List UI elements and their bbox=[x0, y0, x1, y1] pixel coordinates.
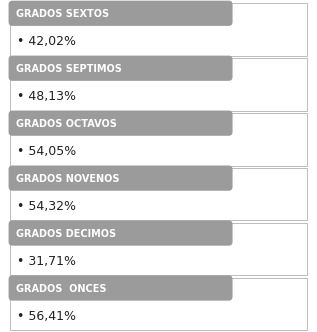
Bar bbox=[10, 58, 307, 111]
Bar bbox=[10, 168, 307, 220]
FancyBboxPatch shape bbox=[9, 1, 233, 26]
Text: • 31,71%: • 31,71% bbox=[17, 255, 76, 268]
Text: GRADOS SEPTIMOS: GRADOS SEPTIMOS bbox=[16, 64, 122, 74]
Text: • 54,05%: • 54,05% bbox=[17, 145, 77, 158]
FancyBboxPatch shape bbox=[9, 220, 233, 246]
Text: • 56,41%: • 56,41% bbox=[17, 310, 76, 323]
Bar bbox=[10, 223, 307, 276]
Text: GRADOS NOVENOS: GRADOS NOVENOS bbox=[16, 174, 120, 184]
Text: • 54,32%: • 54,32% bbox=[17, 200, 76, 213]
Text: GRADOS DECIMOS: GRADOS DECIMOS bbox=[16, 228, 117, 239]
Text: GRADOS  ONCES: GRADOS ONCES bbox=[16, 284, 107, 293]
FancyBboxPatch shape bbox=[9, 276, 233, 301]
FancyBboxPatch shape bbox=[9, 166, 233, 191]
Text: GRADOS OCTAVOS: GRADOS OCTAVOS bbox=[16, 119, 117, 129]
FancyBboxPatch shape bbox=[9, 111, 233, 136]
Bar bbox=[10, 278, 307, 330]
Bar bbox=[10, 3, 307, 55]
Bar bbox=[10, 113, 307, 165]
Text: • 48,13%: • 48,13% bbox=[17, 90, 76, 103]
Text: • 42,02%: • 42,02% bbox=[17, 35, 76, 48]
FancyBboxPatch shape bbox=[9, 55, 233, 81]
Text: GRADOS SEXTOS: GRADOS SEXTOS bbox=[16, 9, 110, 19]
